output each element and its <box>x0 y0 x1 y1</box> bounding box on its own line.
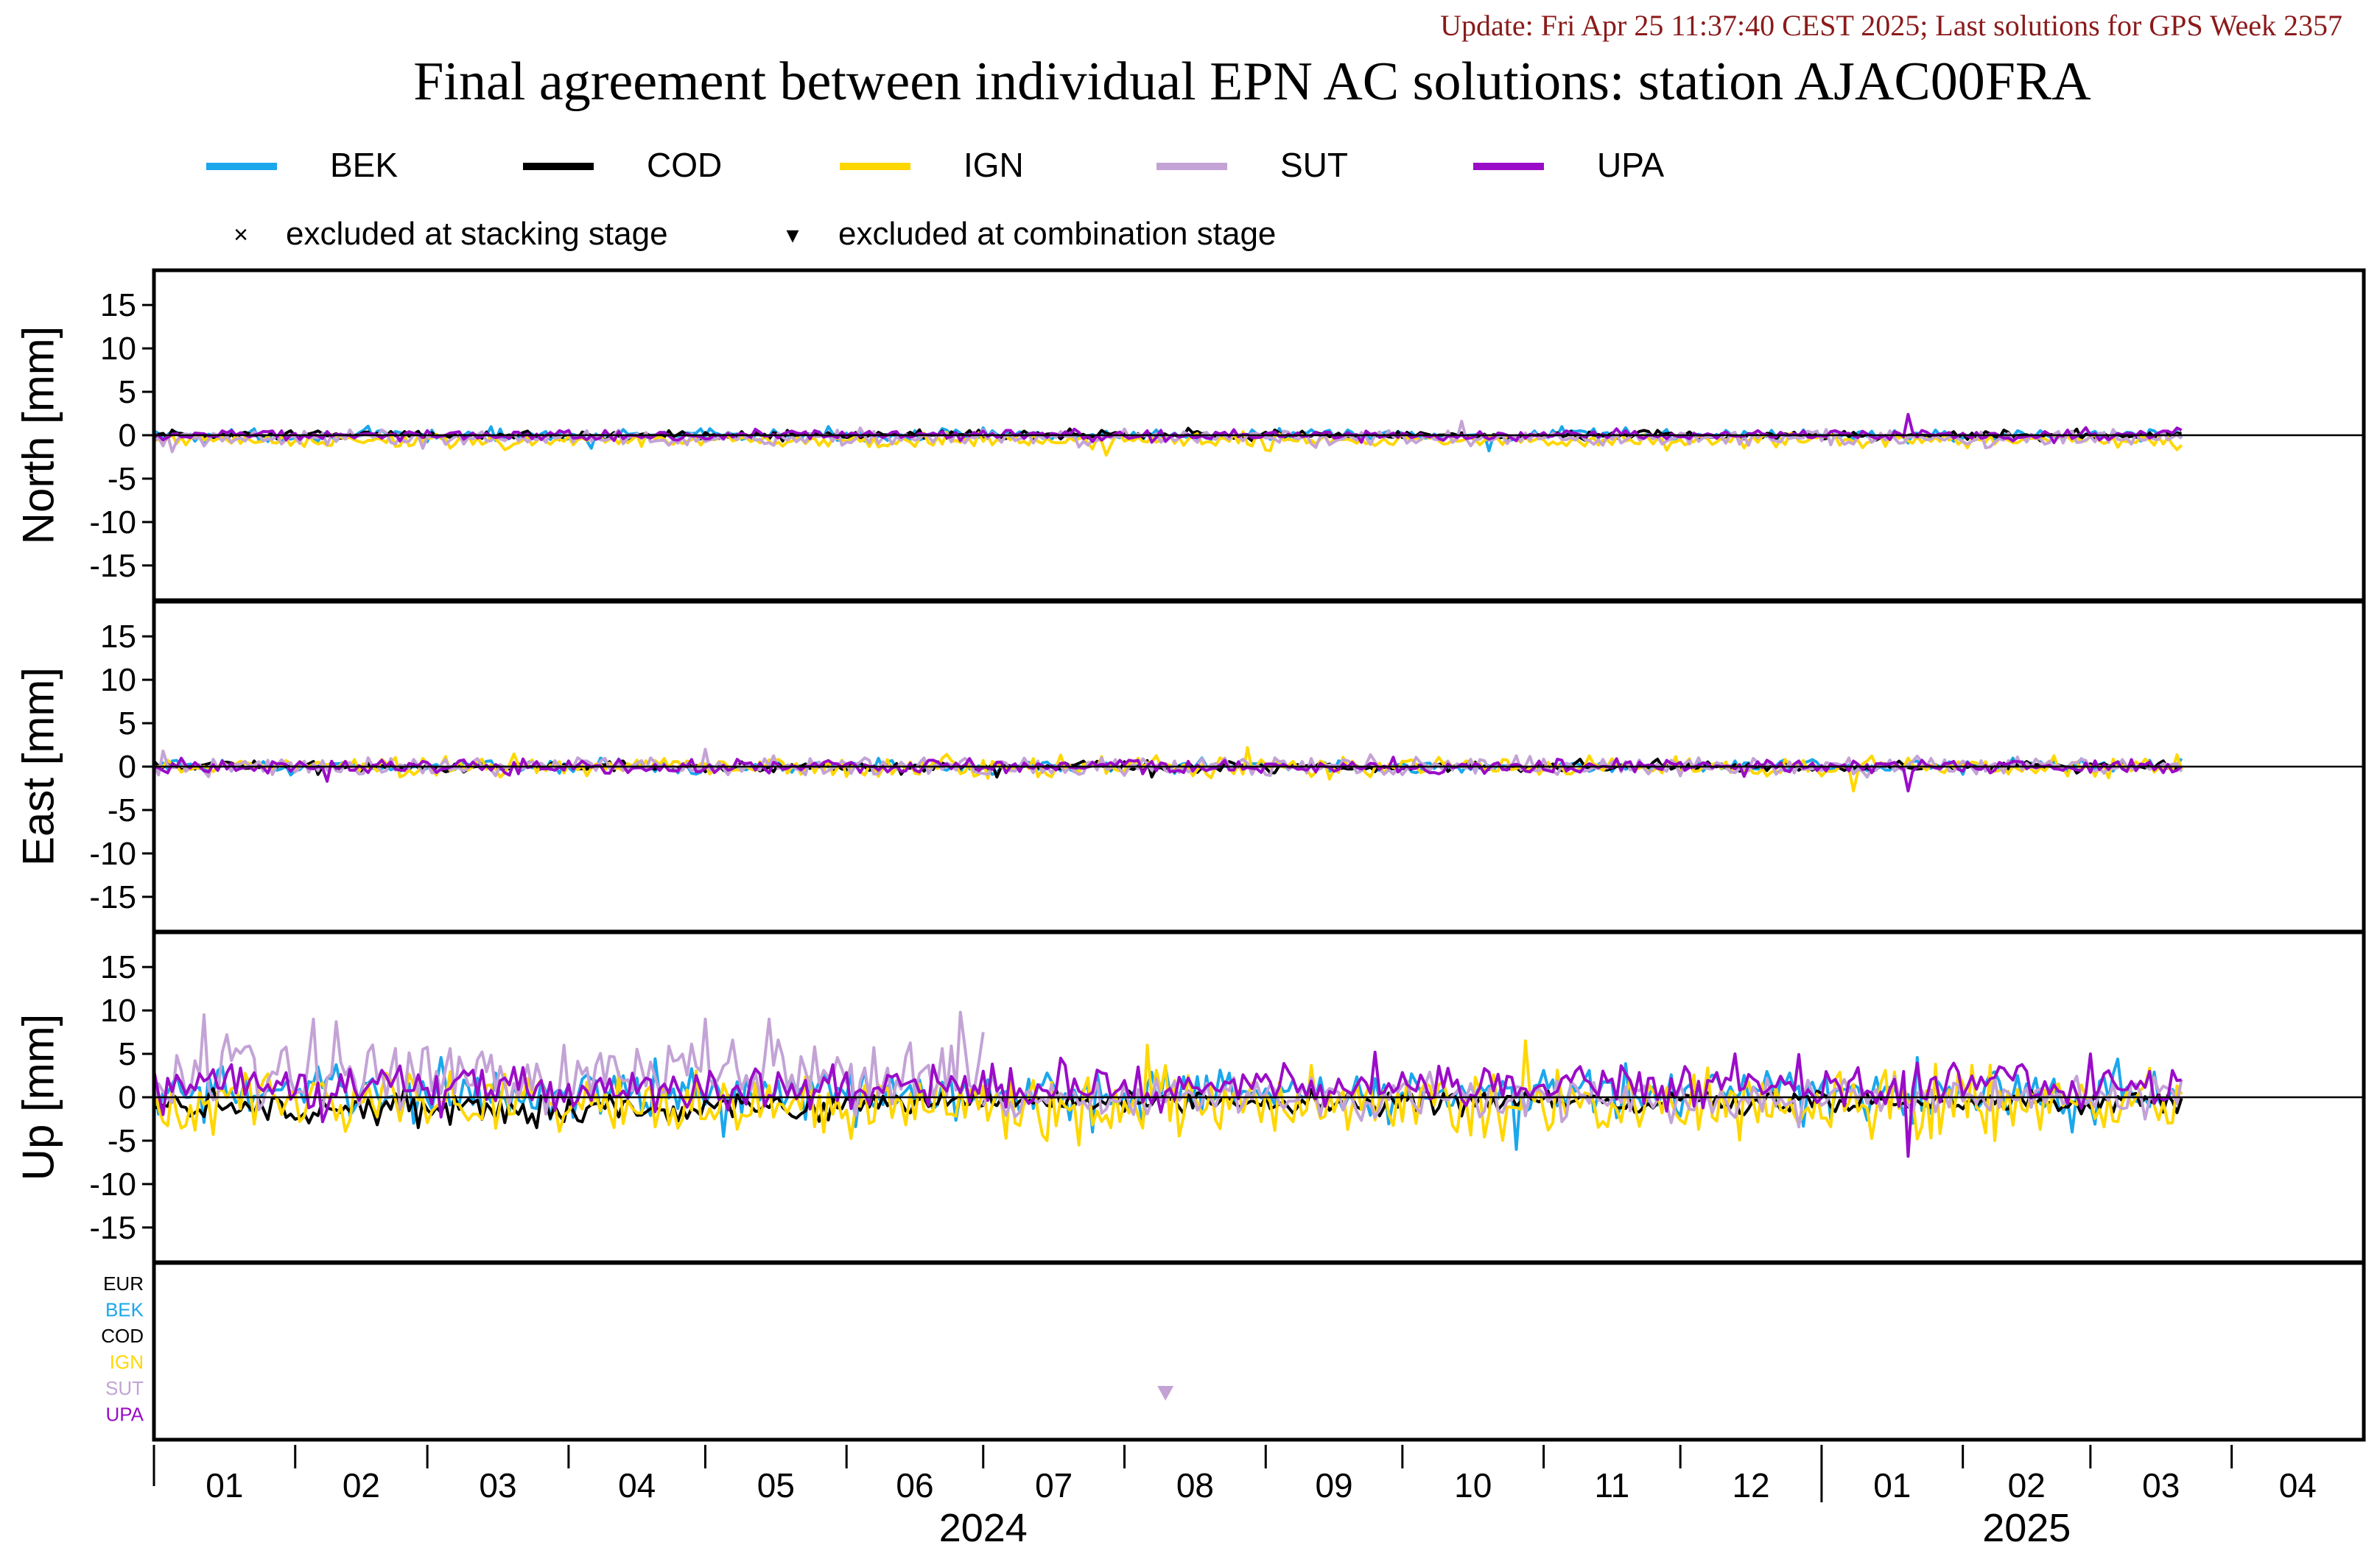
panel-north: 15 10 5 0 -5 -10 -15 North [mm] <box>14 268 2366 602</box>
y-tick-label: -5 <box>108 1123 136 1159</box>
legend-combination-symbol: ▾ <box>786 221 798 249</box>
y-tick-label: 15 <box>100 287 136 323</box>
legend-label-sut: SUT <box>1280 146 1348 184</box>
x-month-label: 01 <box>1873 1466 1911 1504</box>
x-month-label: 11 <box>1594 1466 1629 1504</box>
y-tick-label: 0 <box>119 749 136 785</box>
x-month-label: 05 <box>757 1466 795 1504</box>
legend-label-ign: IGN <box>963 146 1024 184</box>
exclusion-row-label-sut: SUT <box>105 1377 144 1399</box>
x-month-label: 10 <box>1454 1466 1492 1504</box>
y-tick-label: 0 <box>119 418 136 454</box>
series-line-upa-north <box>153 412 2183 445</box>
x-month-label: 08 <box>1176 1466 1214 1504</box>
series-line-sut-up-late <box>981 1070 2183 1129</box>
legend: BEK COD IGN SUT UPA × excluded at stacking sta… <box>206 146 1664 252</box>
legend-label-cod: COD <box>647 146 722 184</box>
y-tick-label: -10 <box>89 504 136 541</box>
series-line-upa-up <box>152 1050 2182 1158</box>
legend-label-bek: BEK <box>330 146 398 184</box>
y-tick-label: 15 <box>100 949 136 985</box>
exclusion-row-label-eur: EUR <box>103 1273 144 1295</box>
x-month-label: 07 <box>1035 1466 1073 1504</box>
y-axis-label-north: North [mm] <box>14 326 63 545</box>
x-axis: 01 02 03 04 05 06 07 08 09 10 11 12 01 02 03 04 2024 2025 <box>152 1445 2317 1545</box>
y-tick-label: -10 <box>89 836 136 872</box>
legend-combination-label: excluded at combination stage <box>838 216 1276 252</box>
y-tick-label: 10 <box>100 993 136 1029</box>
x-month-label: 09 <box>1315 1466 1352 1504</box>
exclusion-row-label-cod: COD <box>101 1325 144 1347</box>
x-month-label: 03 <box>2142 1466 2180 1504</box>
legend-stacking-label: excluded at stacking stage <box>286 216 668 252</box>
update-text: Update: Fri Apr 25 11:37:40 CEST 2025; L… <box>1440 9 2342 42</box>
x-year-label-2025: 2025 <box>1982 1506 2071 1545</box>
exclusion-row-label-upa: UPA <box>105 1404 144 1426</box>
legend-label-upa: UPA <box>1597 146 1664 184</box>
series-line-upa-east <box>153 756 2183 792</box>
y-tick-label: -15 <box>89 879 136 915</box>
y-tick-label: 5 <box>119 374 136 410</box>
panels: 15 10 5 0 -5 -10 -15 North [mm] 15 10 5 0 -5 -10 -15 Ea… <box>14 268 2366 1442</box>
x-month-label: 06 <box>896 1466 933 1504</box>
y-tick-label: 10 <box>100 331 136 367</box>
y-tick-label: -15 <box>89 1210 136 1246</box>
x-year-label-2024: 2024 <box>939 1506 1028 1545</box>
exclusion-frame <box>152 1261 2366 1442</box>
y-axis-label-up: Up [mm] <box>14 1014 63 1181</box>
y-axis-label-east: East [mm] <box>14 667 63 866</box>
y-tick-label: 0 <box>119 1080 136 1116</box>
exclusion-row-label-ign: IGN <box>110 1351 144 1373</box>
y-tick-label: 10 <box>100 662 136 698</box>
x-month-label: 02 <box>343 1466 380 1504</box>
exclusion-panel: EUR BEK COD IGN SUT UPA <box>101 1261 2366 1442</box>
x-month-label: 02 <box>2008 1466 2046 1504</box>
y-tick-label: -10 <box>89 1166 136 1203</box>
x-month-label: 01 <box>206 1466 243 1504</box>
y-tick-label: 15 <box>100 619 136 655</box>
y-tick-label: 5 <box>119 1036 136 1072</box>
panel-up: 15 10 5 0 -5 -10 -15 Up [mm] <box>14 930 2366 1264</box>
x-month-label: 04 <box>2279 1466 2317 1504</box>
legend-stacking-symbol: × <box>234 221 248 249</box>
y-tick-label: -5 <box>108 792 136 828</box>
y-tick-label: -15 <box>89 548 136 584</box>
y-tick-label: -5 <box>108 461 136 497</box>
panel-east: 15 10 5 0 -5 -10 -15 East [mm] <box>14 599 2366 934</box>
exclusion-marker-combination <box>1157 1386 1174 1401</box>
x-month-label: 03 <box>479 1466 516 1504</box>
exclusion-row-label-bek: BEK <box>105 1299 144 1321</box>
chart-title: Final agreement between individual EPN A… <box>413 52 2091 112</box>
x-month-label: 12 <box>1732 1466 1769 1504</box>
x-month-label: 04 <box>618 1466 656 1504</box>
y-tick-label: 5 <box>119 705 136 742</box>
